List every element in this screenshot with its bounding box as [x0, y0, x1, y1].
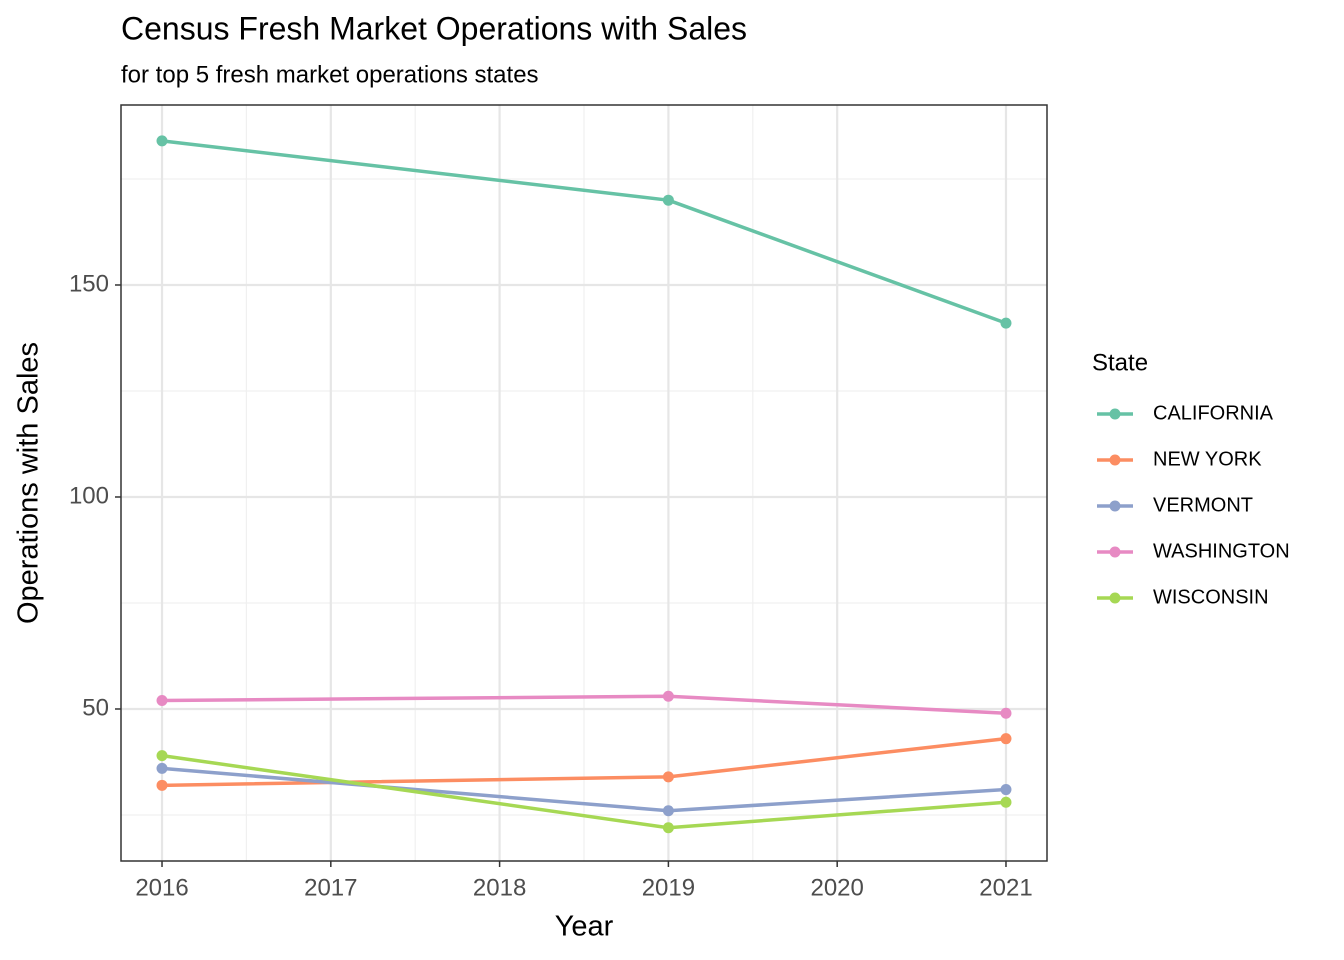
data-point: [156, 695, 168, 707]
legend-label: VERMONT: [1153, 494, 1253, 516]
x-tick-label: 2019: [642, 874, 695, 901]
x-tick-label: 2018: [473, 874, 526, 901]
legend-label: CALIFORNIA: [1153, 402, 1274, 424]
legend-swatch-point: [1109, 454, 1121, 466]
plot-border: [120, 104, 1048, 862]
x-tick-label: 2016: [135, 874, 188, 901]
data-point: [156, 779, 168, 791]
data-point: [1000, 784, 1012, 796]
legend-label: WASHINGTON: [1153, 540, 1290, 562]
data-point: [1000, 317, 1012, 329]
x-tick-label: 2017: [304, 874, 357, 901]
data-point: [662, 805, 674, 817]
y-tick-label: 100: [69, 482, 109, 509]
legend-swatch-point: [1109, 546, 1121, 558]
chart-title: Census Fresh Market Operations with Sale…: [121, 10, 747, 46]
x-tick-label: 2020: [810, 874, 863, 901]
data-point: [1000, 707, 1012, 719]
legend-label: WISCONSIN: [1153, 586, 1269, 608]
y-tick-label: 50: [82, 694, 109, 721]
legend-swatch-point: [1109, 500, 1121, 512]
legend-title: State: [1092, 349, 1148, 376]
data-point: [662, 771, 674, 783]
data-point: [662, 194, 674, 206]
data-point: [1000, 733, 1012, 745]
data-point: [662, 822, 674, 834]
y-tick-label: 150: [69, 270, 109, 297]
legend-swatch-point: [1109, 408, 1121, 420]
data-point: [156, 135, 168, 147]
legend-swatch-point: [1109, 592, 1121, 604]
data-point: [156, 750, 168, 762]
x-tick-label: 2021: [979, 874, 1032, 901]
data-point: [662, 690, 674, 702]
data-point: [156, 762, 168, 774]
legend-label: NEW YORK: [1153, 448, 1262, 470]
x-axis-title: Year: [555, 911, 614, 943]
chart-subtitle: for top 5 fresh market operations states: [121, 61, 539, 88]
data-point: [1000, 796, 1012, 808]
y-axis-title: Operations with Sales: [13, 342, 45, 624]
